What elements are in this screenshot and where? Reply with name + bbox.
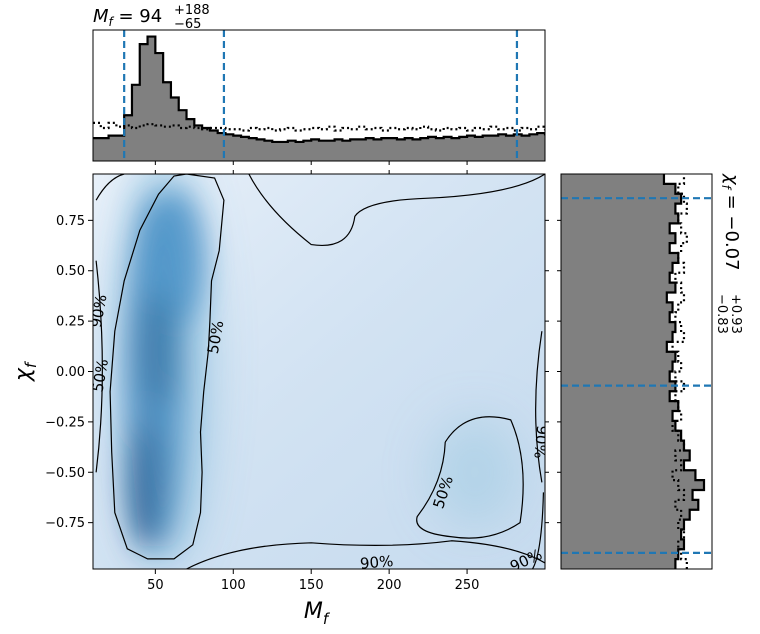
contour-90-left — [95, 260, 103, 473]
contour-label: 90% — [530, 425, 551, 460]
contour-50-top — [248, 174, 545, 246]
density-halo-band — [118, 174, 209, 567]
contour-90-right — [535, 331, 543, 483]
contour-50-main — [109, 174, 225, 560]
y-tick-label: 0.00 — [56, 365, 85, 380]
contour-label: 50% — [89, 357, 113, 393]
y-tick-label: −0.75 — [45, 516, 85, 531]
mf-posterior-step — [93, 35, 545, 144]
joint-posterior-panel: 90%50%50%50%90% 90%90% 50 100 150 200 250 0.7… — [11, 170, 551, 628]
x-tick-label: 200 — [377, 578, 402, 593]
y-tick-label: −0.25 — [45, 415, 85, 430]
x-tick-label: 150 — [299, 578, 324, 593]
chif-posterior-fill — [561, 174, 704, 569]
density-halo — [118, 174, 520, 567]
contour-90-right-corner — [532, 492, 545, 569]
x-tick-label: 250 — [455, 578, 480, 593]
contour-50-secondary — [416, 416, 524, 539]
mf-title-upper-err: +188 — [174, 3, 210, 18]
y-axis-label: χf — [11, 360, 40, 382]
y-tick-label: −0.50 — [45, 466, 85, 481]
contour-90-topleft — [95, 174, 125, 201]
svg-text:χf = −0.07: χf = −0.07 — [719, 173, 742, 271]
mf-marginal-frame — [92, 29, 546, 162]
density-heatmap — [118, 174, 520, 567]
mf-posterior-fill — [93, 36, 545, 161]
chif-posterior-step — [662, 174, 706, 569]
contour-label: 90% — [359, 552, 394, 573]
x-tick-label: 100 — [221, 578, 246, 593]
y-tick-label: 0.50 — [56, 264, 85, 279]
x-axis-label: Mf — [304, 599, 331, 628]
chif-title-lower-err: −0.83 — [714, 294, 729, 334]
x-tick-label: 50 — [147, 578, 164, 593]
contour-90-bottom — [186, 540, 545, 569]
mf-marginal-title: Mf = 94 — [93, 6, 162, 29]
chif-title-upper-err: +0.93 — [728, 294, 743, 334]
y-tick-label: 0.25 — [56, 315, 85, 330]
contour-label: 90% — [87, 293, 111, 329]
y-tick-label: 0.75 — [56, 214, 85, 229]
chif-marginal-title: χf = −0.07 +0.93 −0.83 — [714, 173, 743, 334]
chif-marginal-panel: χf = −0.07 +0.93 −0.83 — [557, 173, 743, 570]
credible-contours: 90%50%50%50%90% 90%90% — [87, 174, 551, 573]
contour-label: 50% — [204, 319, 228, 355]
mf-marginal-panel: Mf = 94 +188 −65 — [92, 3, 546, 165]
density-secondary-mode — [429, 417, 520, 528]
mf-title-lower-err: −65 — [174, 17, 201, 32]
